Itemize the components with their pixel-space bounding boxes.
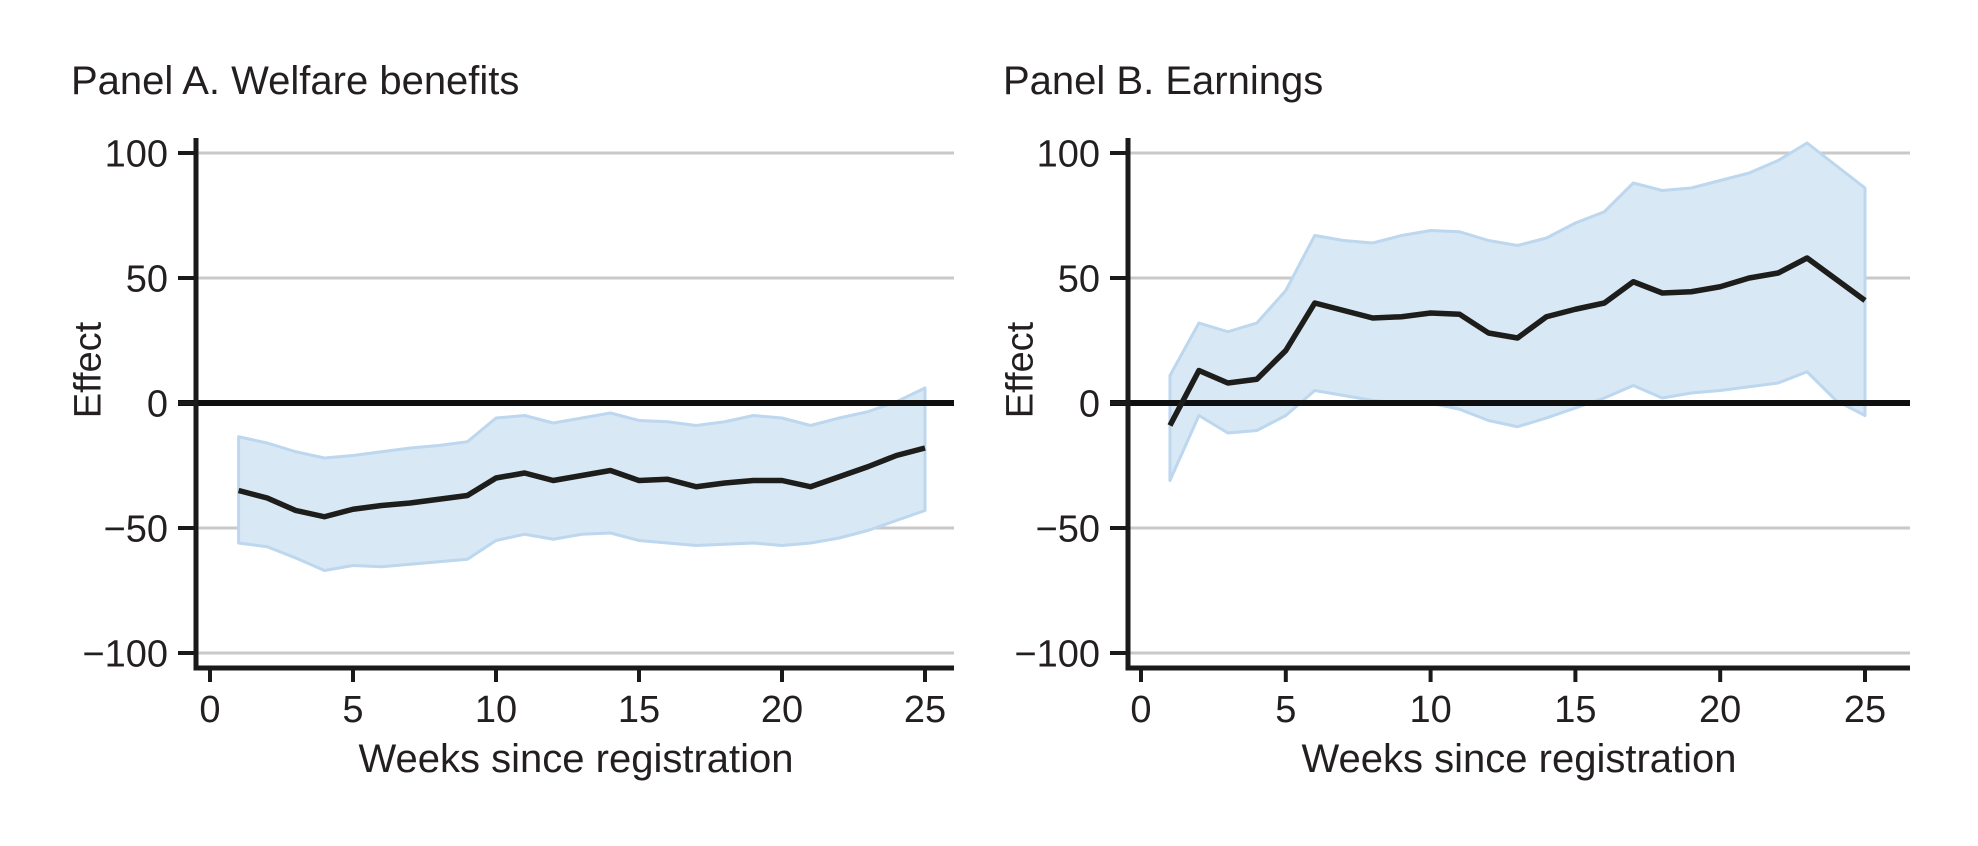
panel-a-x-axis-label: Weeks since registration <box>358 737 794 781</box>
y-tick-label--100-panel-b: −100 <box>1014 634 1100 676</box>
x-tick-label-15-panel-b: 15 <box>1554 689 1596 731</box>
x-tick-label-25-panel-b: 25 <box>1844 689 1886 731</box>
effect-line-panel-a <box>237 445 926 520</box>
x-tick-label-10-panel-b: 10 <box>1409 689 1451 731</box>
y-tick-label-50-panel-a: 50 <box>126 259 168 301</box>
x-tick-label-0-panel-b: 0 <box>1130 689 1151 731</box>
confidence-band-panel-a <box>237 386 927 572</box>
panel-b-title: Panel B. Earnings <box>1003 59 1324 103</box>
confidence-band-panel-b <box>1168 141 1867 482</box>
x-tick-label-10-panel-a: 10 <box>475 689 517 731</box>
panel-b-x-axis-label: Weeks since registration <box>1301 737 1737 781</box>
y-tick-label--50-panel-b: −50 <box>1036 509 1100 551</box>
x-tick-label-25-panel-a: 25 <box>904 689 946 731</box>
x-tick-label-15-panel-a: 15 <box>618 689 660 731</box>
panel-b-y-axis-label: Effect <box>999 321 1042 419</box>
x-tick-label-5-panel-b: 5 <box>1275 689 1296 731</box>
x-tick-label-20-panel-a: 20 <box>761 689 803 731</box>
y-tick-label-0-panel-b: 0 <box>1079 384 1100 426</box>
y-tick-label-100-panel-b: 100 <box>1037 134 1100 176</box>
panel-a-title: Panel A. Welfare benefits <box>71 59 520 103</box>
x-tick-label-20-panel-b: 20 <box>1699 689 1741 731</box>
effect-line-panel-b <box>1167 255 1867 427</box>
y-tick-label-50-panel-b: 50 <box>1058 259 1100 301</box>
x-tick-label-0-panel-a: 0 <box>199 689 220 731</box>
y-tick-label--50-panel-a: −50 <box>104 509 168 551</box>
y-tick-label--100-panel-a: −100 <box>82 634 168 676</box>
panel-a-y-axis-label: Effect <box>67 321 110 419</box>
y-tick-label-0-panel-a: 0 <box>147 384 168 426</box>
x-tick-label-5-panel-a: 5 <box>342 689 363 731</box>
y-tick-label-100-panel-a: 100 <box>105 134 168 176</box>
